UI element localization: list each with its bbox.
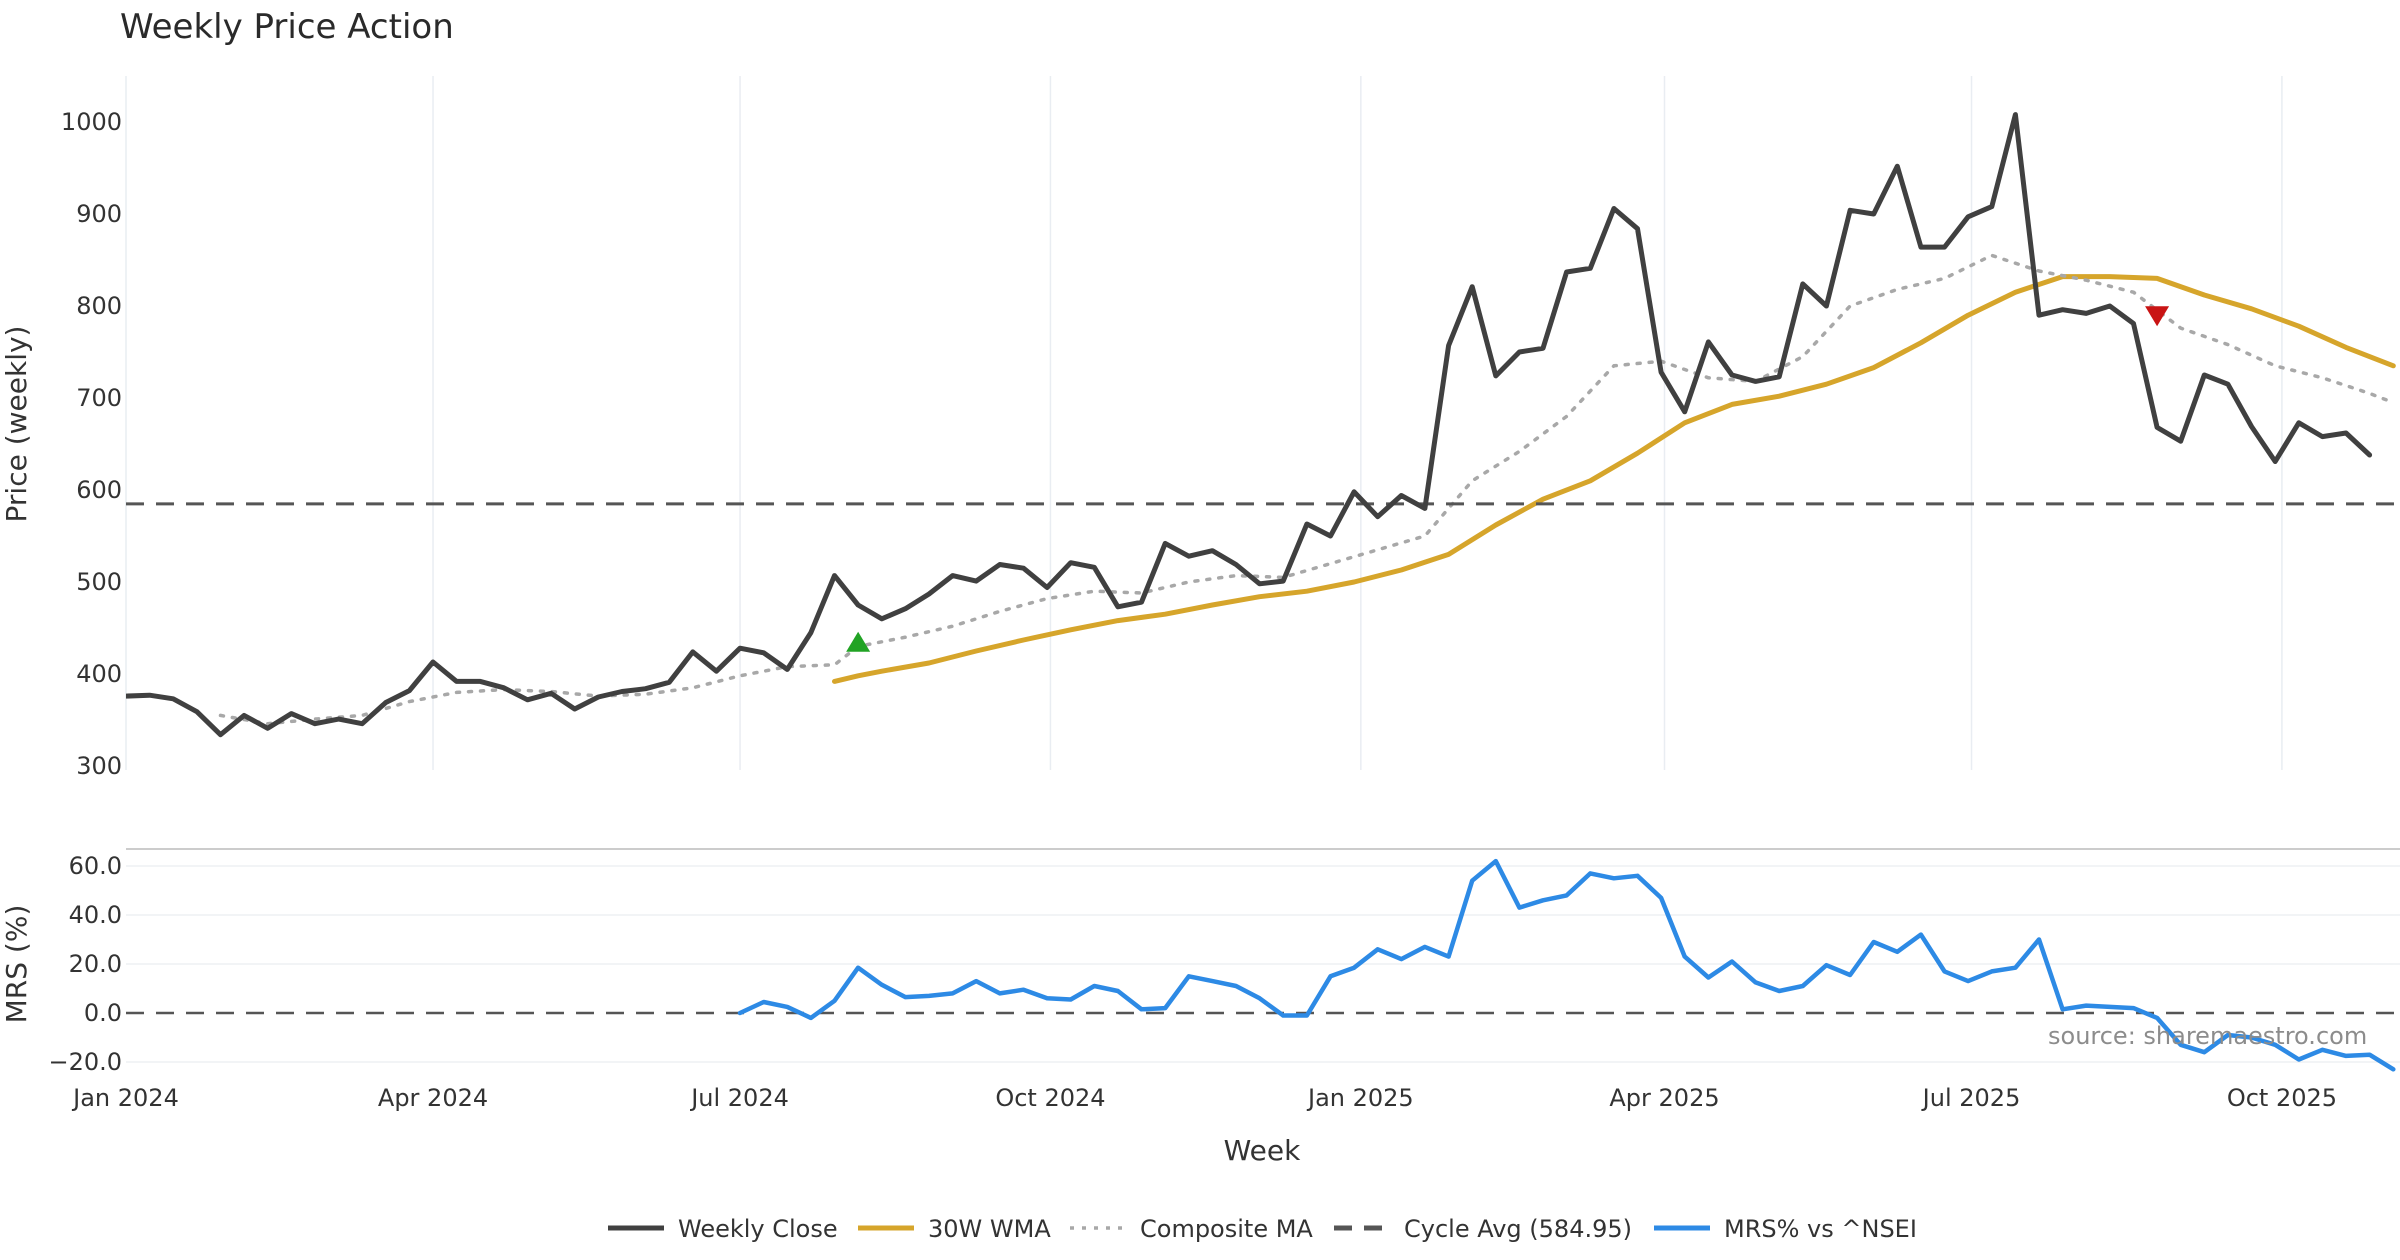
mrs-y-tick-label: 20.0 (69, 950, 122, 978)
series-line-30w-wma (832, 274, 2396, 684)
x-tick-label: Oct 2025 (2227, 1084, 2337, 1112)
price-y-tick-label: 600 (76, 476, 122, 504)
mrs-y-tick-label: 40.0 (69, 901, 122, 929)
mrs-series (737, 858, 2396, 1072)
legend-label: MRS% vs ^NSEI (1724, 1215, 1917, 1243)
price-y-tick-label: 900 (76, 200, 122, 228)
mrs-y-tick-label: 0.0 (84, 999, 122, 1027)
price-y-tick-label: 700 (76, 384, 122, 412)
sell-signal-marker (2145, 306, 2170, 327)
series-line-mrs (737, 858, 2396, 1072)
x-axis-ticks: Jan 2024 Apr 2024 Jul 2024 Oct 2024 Jan 2025… (71, 1084, 2337, 1112)
x-axis-label: Week (1224, 1134, 1301, 1167)
mrs-y-tick-label: −20.0 (48, 1048, 122, 1076)
x-tick-label: Jan 2025 (1306, 1084, 1414, 1112)
buy-signal-marker (846, 631, 871, 652)
legend: Weekly Close 30W WMA Composite MA Cycle Avg… (608, 1215, 1917, 1243)
series-line-weekly-close (126, 112, 2373, 738)
mrs-y-axis-label: MRS (%) (0, 905, 33, 1024)
price-y-tick-label: 300 (76, 752, 122, 780)
x-tick-label: Apr 2024 (378, 1084, 488, 1112)
legend-label: Composite MA (1140, 1215, 1313, 1243)
x-tick-label: Oct 2024 (995, 1084, 1105, 1112)
price-grid (125, 76, 2283, 770)
mrs-y-tick-label: 60.0 (69, 852, 122, 880)
legend-label: 30W WMA (928, 1215, 1051, 1243)
price-y-tick-label: 800 (76, 292, 122, 320)
mrs-y-ticks: −20.0 0.0 20.0 40.0 60.0 (48, 852, 122, 1076)
price-y-tick-label: 500 (76, 568, 122, 596)
legend-label: Weekly Close (678, 1215, 838, 1243)
price-y-axis-label: Price (weekly) (0, 326, 33, 523)
signal-markers (846, 306, 2170, 652)
price-series (126, 112, 2400, 738)
price-y-tick-label: 1000 (61, 108, 122, 136)
x-tick-label: Apr 2025 (1609, 1084, 1719, 1112)
source-note: source: sharemaestro.com (2048, 1022, 2367, 1050)
price-y-tick-label: 400 (76, 660, 122, 688)
x-tick-label: Jul 2025 (1921, 1084, 2021, 1112)
series-line-composite-ma (218, 253, 2396, 726)
chart-title: Weekly Price Action (120, 7, 454, 47)
x-tick-label: Jul 2024 (689, 1084, 789, 1112)
x-tick-label: Jan 2024 (71, 1084, 179, 1112)
price-y-ticks: 300 400 500 600 700 800 900 1000 (61, 108, 122, 780)
legend-label: Cycle Avg (584.95) (1404, 1215, 1632, 1243)
